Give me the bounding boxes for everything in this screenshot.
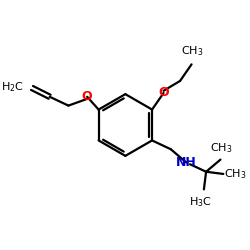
- Text: O: O: [158, 86, 169, 99]
- Text: CH$_3$: CH$_3$: [210, 141, 232, 155]
- Text: H$_3$C: H$_3$C: [189, 195, 212, 209]
- Text: H$_2$C: H$_2$C: [1, 80, 24, 94]
- Text: CH$_3$: CH$_3$: [224, 167, 247, 181]
- Text: CH$_3$: CH$_3$: [181, 44, 203, 58]
- Text: NH: NH: [176, 156, 197, 170]
- Text: O: O: [82, 90, 92, 103]
